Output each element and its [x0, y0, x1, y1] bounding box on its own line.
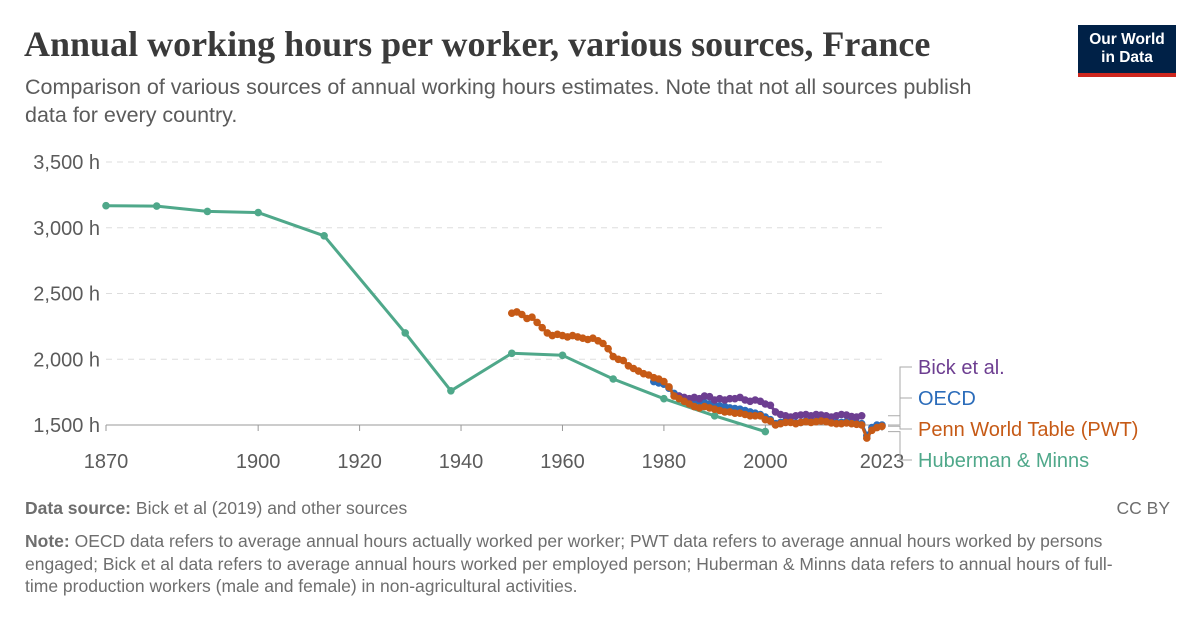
x-tick-label: 2023 — [860, 451, 905, 473]
data-point[interactable] — [766, 401, 775, 410]
data-point[interactable] — [857, 412, 866, 420]
legend-label[interactable]: Bick et al. — [918, 357, 1005, 379]
legend-connector — [888, 397, 912, 426]
data-point[interactable] — [857, 421, 866, 429]
x-tick-label: 1920 — [337, 451, 382, 473]
x-tick-label: 1960 — [540, 451, 585, 473]
source-text[interactable]: Bick et al (2019) and other sources — [135, 498, 408, 518]
data-point[interactable] — [102, 201, 110, 210]
legend-label[interactable]: Penn World Table (PWT) — [918, 419, 1138, 441]
series-layer — [102, 201, 886, 442]
chart-note: Note: OECD data refers to average annual… — [25, 530, 1135, 598]
series-bick[interactable] — [675, 392, 866, 421]
legend-label[interactable]: OECD — [918, 388, 976, 410]
line-chart: 1,500 h 2,000 h 2,500 h 3,000 h 3,500 h 1870… — [33, 152, 1138, 473]
legend: Bick et al. OECD Penn World Table (PWT) Hub… — [888, 357, 1138, 472]
x-tick-label: 1940 — [439, 451, 484, 473]
data-point[interactable] — [619, 356, 628, 365]
chart-title: Annual working hours per worker, various… — [24, 24, 931, 64]
grid-lines — [106, 161, 882, 426]
data-point[interactable] — [599, 339, 607, 348]
data-point[interactable] — [660, 394, 668, 403]
y-tick-label: 2,500 h — [33, 284, 100, 306]
y-tick-label: 3,000 h — [33, 218, 100, 240]
data-point[interactable] — [203, 207, 212, 216]
data-point[interactable] — [878, 422, 886, 431]
y-axis: 1,500 h 2,000 h 2,500 h 3,000 h 3,500 h — [33, 152, 100, 437]
legend-label[interactable]: Huberman & Minns — [918, 450, 1089, 472]
data-point[interactable] — [254, 208, 262, 217]
data-point[interactable] — [528, 313, 536, 322]
source-label: Data source: — [25, 498, 132, 518]
data-point[interactable] — [710, 412, 719, 420]
data-point[interactable] — [508, 349, 516, 358]
license-link[interactable]: CC BY — [1116, 498, 1170, 518]
logo-line-1: Our World — [1089, 31, 1165, 48]
note-label: Note: — [25, 531, 70, 551]
legend-connector — [888, 425, 912, 430]
series-line[interactable] — [653, 380, 882, 437]
data-point[interactable] — [665, 383, 673, 391]
data-point[interactable] — [609, 375, 617, 383]
x-axis: 1870 1900 1920 1940 1960 1980 2000 2023 — [84, 424, 905, 473]
series-huberman[interactable] — [102, 201, 770, 436]
data-source: Data source: Bick et al (2019) and other… — [25, 498, 407, 519]
data-point[interactable] — [152, 202, 161, 210]
logo-line-2: in Data — [1101, 49, 1153, 66]
note-text: OECD data refers to average annual hours… — [25, 531, 1113, 596]
data-point[interactable] — [863, 434, 871, 442]
data-point[interactable] — [533, 318, 541, 327]
chart-subtitle: Comparison of various sources of annual … — [25, 75, 972, 127]
x-tick-label: 1980 — [642, 451, 687, 473]
x-tick-label: 1900 — [236, 451, 281, 473]
series-pwt[interactable] — [508, 308, 886, 442]
data-point[interactable] — [604, 344, 612, 353]
data-point[interactable] — [761, 427, 770, 436]
x-tick-label: 2000 — [743, 451, 788, 473]
data-point[interactable] — [518, 310, 526, 319]
owid-logo[interactable]: Our World in Data — [1078, 25, 1176, 77]
legend-connector — [888, 366, 912, 417]
x-tick-label: 1870 — [84, 451, 129, 473]
legend-connector — [888, 431, 912, 461]
data-point[interactable] — [320, 232, 328, 240]
data-point[interactable] — [538, 323, 546, 332]
data-point[interactable] — [660, 377, 668, 386]
data-point[interactable] — [447, 387, 455, 395]
data-point[interactable] — [401, 329, 410, 337]
data-point[interactable] — [558, 351, 567, 360]
y-tick-label: 3,500 h — [33, 152, 100, 174]
y-tick-label: 2,000 h — [33, 349, 100, 371]
y-tick-label: 1,500 h — [33, 415, 100, 437]
